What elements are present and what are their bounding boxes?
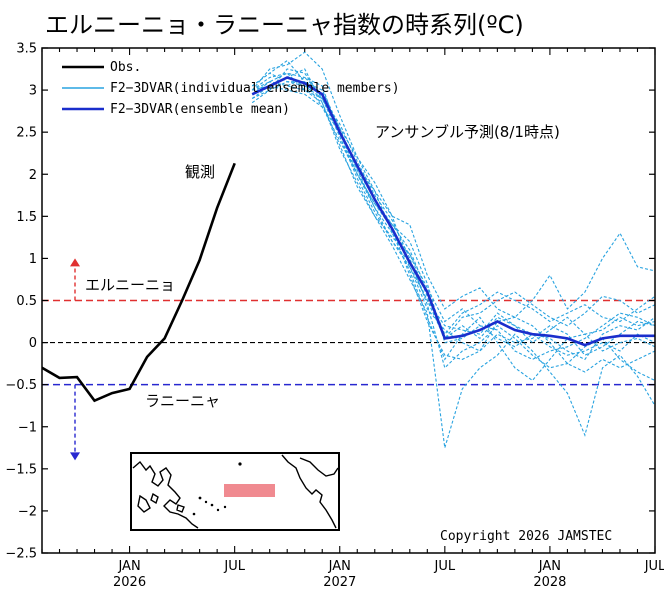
x-tick-month-label: JUL (644, 559, 664, 574)
ensemble-member-line-9 (251, 85, 655, 356)
el-nino-annotation: エルニーニョ (85, 276, 175, 294)
y-axis: 3.5 3 2.5 2 1.5 1 0.5 0 −0.5 −1 −1.5 −2 −2.5 (5, 42, 655, 562)
y-tick-label: −2 (18, 504, 37, 519)
y-tick-label: −1 (18, 420, 37, 435)
y-tick-label: 3.5 (16, 42, 37, 57)
x-tick-year-label: 2027 (323, 575, 356, 590)
inset-map-asia-coast (132, 460, 199, 529)
ensemble-member-line-7 (251, 68, 655, 381)
el-nino-arrow-head (70, 258, 80, 267)
x-tick-month-label: JAN (538, 559, 561, 574)
forecast-annotation: アンサンブル予測(8/1時点) (375, 123, 560, 141)
ensemble-member-line-2 (251, 68, 655, 448)
ensemble-mean-series (251, 76, 655, 347)
ensemble-member-line-1 (251, 51, 655, 318)
inset-map (130, 452, 340, 531)
el-nino-arrow (70, 258, 80, 301)
ensemble-members (251, 51, 655, 448)
ensemble-member-line-11 (251, 76, 655, 373)
x-tick-month-label: JAN (117, 559, 140, 574)
observed-line (42, 162, 236, 403)
y-tick-label: −1.5 (5, 462, 37, 477)
y-tick-label: −2.5 (5, 547, 37, 562)
chart-title: エルニーニョ・ラニーニャ指数の時系列(ºC) (45, 11, 524, 39)
y-tick-label: 1 (29, 252, 37, 267)
observed-series (42, 162, 236, 403)
ensemble-mean-line (251, 76, 655, 347)
y-tick-label: 2.5 (16, 126, 37, 141)
legend-label-mean: F2−3DVAR(ensemble mean) (110, 102, 290, 117)
ensemble-member-line-8 (251, 72, 655, 340)
y-tick-label: 0 (29, 336, 37, 351)
x-tick-year-label: 2028 (533, 575, 566, 590)
y-tick-label: −0.5 (5, 378, 37, 393)
x-tick-month-label: JUL (434, 559, 456, 574)
la-nina-arrow (70, 384, 80, 461)
ensemble-member-line-10 (251, 72, 655, 356)
x-tick-month-label: JAN (328, 559, 351, 574)
la-nina-arrow-head (70, 452, 80, 461)
legend-label-obs: Obs. (110, 60, 141, 75)
legend: Obs. F2−3DVAR(individual ensemble member… (62, 60, 400, 117)
inset-map-america-coast (281, 454, 339, 529)
nino3-region-box (224, 484, 275, 497)
observed-annotation: 観測 (185, 163, 215, 181)
la-nina-annotation: ラニーニャ (145, 392, 220, 410)
y-tick-label: 2 (29, 168, 37, 183)
y-tick-label: 3 (29, 84, 37, 99)
ensemble-member-line-6 (251, 72, 655, 361)
legend-label-members: F2−3DVAR(individual ensemble members) (110, 81, 400, 96)
x-tick-month-label: JUL (223, 559, 245, 574)
y-tick-label: 0.5 (16, 294, 37, 309)
copyright-text: Copyright 2026 JAMSTEC (440, 529, 612, 544)
inset-map-islands (192, 462, 242, 516)
ensemble-member-line-3 (251, 81, 655, 336)
x-tick-year-label: 2026 (113, 575, 146, 590)
y-tick-label: 1.5 (16, 210, 37, 225)
